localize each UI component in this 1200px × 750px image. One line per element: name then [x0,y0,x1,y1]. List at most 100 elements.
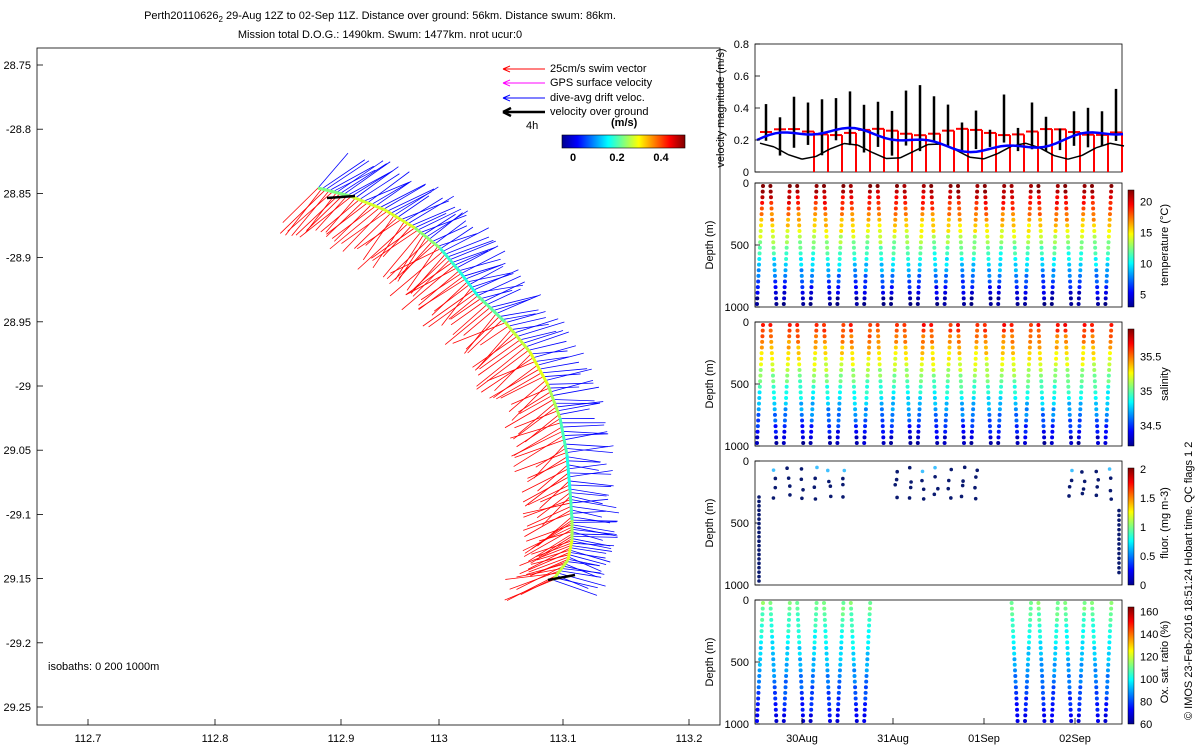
profile-marker [889,429,894,434]
profile-marker [921,195,926,200]
profile-marker [1094,273,1099,278]
profile-marker [1053,367,1058,372]
profile-marker [837,257,842,262]
profile-marker [875,189,880,194]
profile-marker [825,662,830,667]
oxygen-ytick-label: 1000 [725,719,749,731]
profile-marker [1015,707,1020,712]
profile-marker [851,245,856,250]
profile-marker [1077,279,1082,284]
profile-marker [849,200,854,205]
profile-marker [959,384,964,389]
profile-marker [1036,189,1041,194]
profile-marker [863,273,868,278]
profile-marker [1052,657,1057,662]
profile-marker [907,465,912,470]
profile-marker [1038,356,1043,361]
profile-marker [813,476,817,481]
profile-marker [814,328,819,333]
profile-marker [796,634,801,639]
profile-marker [1103,296,1108,301]
profile-marker [1093,257,1098,262]
profile-marker [850,212,855,217]
profile-marker [849,345,854,350]
profile-marker [864,674,869,679]
profile-marker [787,323,792,327]
oxygen-colorbar [1127,606,1135,725]
profile-marker [1077,429,1082,434]
profile-marker [916,290,921,295]
temperature-profile-markers [755,184,1114,306]
track-segment [551,559,570,581]
profile-marker [946,486,951,491]
profile-marker [1054,623,1059,628]
profile-marker [956,323,960,327]
map-ytick-label: -29.1 [6,509,31,521]
drift-vector [568,470,613,478]
profile-marker [1091,629,1096,634]
profile-marker [866,640,871,645]
drift-vector [486,288,521,305]
profile-marker [1109,606,1114,611]
swim-vector [356,219,402,250]
profile-marker [932,390,937,395]
profile-marker [840,206,845,211]
profile-marker [810,262,815,267]
drift-vector [355,166,399,199]
drift-vector [551,386,600,397]
profile-marker [757,508,761,513]
profile-marker [881,302,886,306]
profile-marker [970,418,975,423]
profile-marker [1078,268,1083,273]
profile-marker [1107,640,1112,645]
profile-marker [842,468,847,473]
figure-title-line1: Perth201106262 29-Aug 12Z to 02-Sep 11Z.… [144,10,616,25]
profile-marker [879,407,884,412]
profile-marker [801,302,806,306]
profile-marker [893,217,898,222]
profile-marker [1078,685,1083,690]
profile-marker [915,302,920,306]
profile-marker [1109,189,1114,194]
drift-vector [558,408,590,416]
colorbar-tick-0: 0 [570,152,576,164]
profile-marker [784,240,789,245]
profile-marker [1079,390,1084,395]
swim-vector [526,506,572,527]
swim-vector [533,443,566,479]
profile-marker [1094,401,1098,406]
vog-speed-line [857,144,873,154]
profile-marker [1025,257,1030,262]
drift-vector [571,528,617,535]
profile-marker [1109,323,1114,327]
profile-marker [1117,551,1121,556]
profile-marker [998,390,1003,395]
profile-marker [769,212,774,217]
profile-marker [1063,328,1068,333]
velocity-axes-box [754,43,1123,173]
profile-marker [891,251,896,256]
profile-marker [770,651,775,656]
profile-marker [1036,323,1041,327]
profile-marker [1027,223,1031,228]
profile-marker [812,223,817,228]
profile-marker [889,424,894,429]
profile-marker [1009,606,1014,611]
drift-vector [571,531,603,541]
profile-marker [1103,290,1108,295]
profile-marker [1068,696,1073,701]
profile-marker [1117,570,1121,575]
profile-marker [1013,685,1018,690]
profile-marker [947,345,952,350]
profile-marker [1010,345,1015,350]
profile-marker [891,390,896,395]
profile-marker [956,184,960,188]
profile-marker [862,719,867,723]
profile-marker [862,302,867,306]
profile-marker [865,379,870,384]
swim-vector [398,241,433,279]
profile-marker [957,356,962,361]
profile-marker [906,412,911,417]
profile-marker [1026,240,1031,245]
profile-marker [824,640,828,645]
